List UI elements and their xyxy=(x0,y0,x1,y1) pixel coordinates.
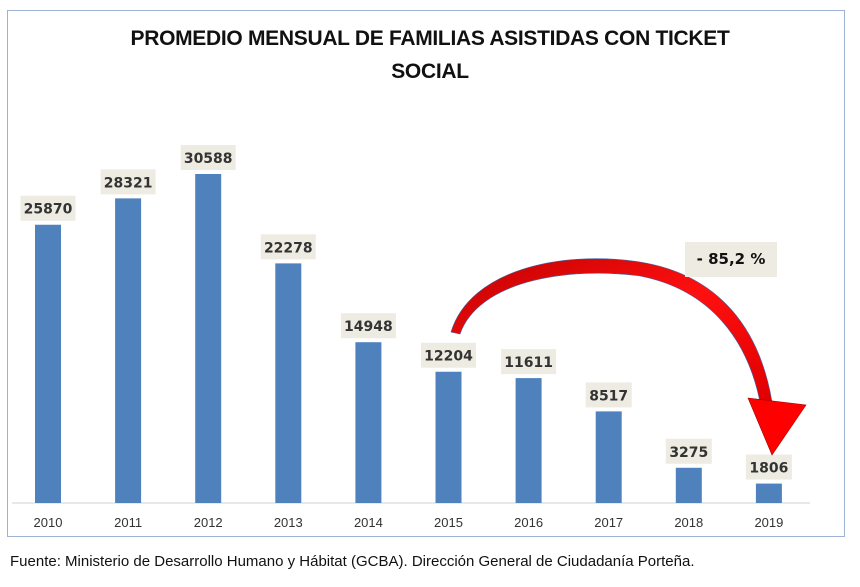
bar-2010 xyxy=(35,224,61,504)
x-tick-label: 2011 xyxy=(114,515,142,530)
chart-title-line-1: PROMEDIO MENSUAL DE FAMILIAS ASISTIDAS C… xyxy=(130,27,730,50)
data-label-box xyxy=(501,349,557,375)
data-label: 28321 xyxy=(104,175,153,191)
bar-2011 xyxy=(115,198,142,503)
bar-2019 xyxy=(755,483,782,503)
x-tick-label: 2018 xyxy=(674,515,703,530)
source-note: Fuente: Ministerio de Desarrollo Humano … xyxy=(10,553,695,570)
data-label: 1806 xyxy=(749,461,788,477)
data-label-box xyxy=(260,234,316,260)
bar-2014 xyxy=(355,342,382,503)
data-label: 30588 xyxy=(184,151,233,167)
data-label-box xyxy=(100,169,156,195)
x-tick-label: 2017 xyxy=(594,515,623,530)
bar-2012 xyxy=(195,174,222,503)
bar-2017 xyxy=(595,411,622,503)
data-label: 12204 xyxy=(424,349,473,365)
bar-2016 xyxy=(515,378,542,503)
x-tick-label: 2013 xyxy=(274,515,303,530)
decrease-annotation: - 85,2 % xyxy=(685,242,777,277)
x-tick-label: 2012 xyxy=(194,515,223,530)
bar-2013 xyxy=(275,263,302,503)
data-label-box xyxy=(340,313,396,339)
data-label-box xyxy=(421,342,476,368)
bar-2015 xyxy=(435,371,462,503)
data-label-box xyxy=(745,454,792,480)
data-label: 11611 xyxy=(504,355,553,371)
decrease-arrow xyxy=(450,258,807,456)
decrease-arrow-shaft xyxy=(450,258,773,403)
data-label: 25870 xyxy=(24,202,73,218)
x-tick-label: 2015 xyxy=(434,515,463,530)
data-label-box xyxy=(585,382,632,408)
data-label-box xyxy=(20,195,76,221)
data-label: 3275 xyxy=(669,445,708,461)
chart-title-line-2: SOCIAL xyxy=(391,60,469,83)
x-tick-label: 2014 xyxy=(354,515,383,530)
x-tick-label: 2016 xyxy=(514,515,543,530)
x-tick-label: 2010 xyxy=(34,515,63,530)
bar-2018 xyxy=(675,467,702,503)
data-label-box xyxy=(665,438,712,464)
x-tick-label: 2019 xyxy=(754,515,783,530)
data-label: 14948 xyxy=(344,319,393,335)
chart-title: PROMEDIO MENSUAL DE FAMILIAS ASISTIDAS C… xyxy=(0,22,860,88)
data-label: 22278 xyxy=(264,240,313,256)
decrease-arrow-head xyxy=(747,397,807,456)
data-label-box xyxy=(180,145,236,170)
data-label: 8517 xyxy=(589,388,628,404)
